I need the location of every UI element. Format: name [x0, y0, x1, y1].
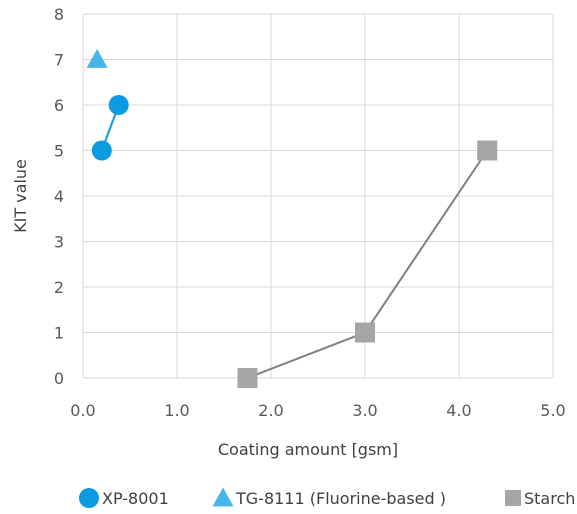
starch-line	[247, 149, 489, 379]
x-tick-label: 3.0	[352, 401, 377, 420]
starch-point	[237, 368, 258, 388]
series-markers	[86, 49, 498, 388]
x-axis-title: Coating amount [gsm]	[218, 440, 398, 459]
tg-8111-fluorine-based-point	[86, 49, 108, 68]
x-tick-label: 5.0	[540, 401, 565, 420]
y-tick-label: 8	[54, 5, 64, 24]
starch-point	[355, 322, 375, 343]
y-tick-labels: 0 1 2 3 4 5 6 7 8	[54, 5, 64, 388]
legend: XP-8001 TG-8111 (Fluorine-based ) Starch	[79, 487, 575, 508]
x-tick-label: 0.0	[70, 401, 95, 420]
y-tick-label: 7	[54, 51, 64, 70]
y-tick-label: 0	[54, 369, 64, 388]
legend-tg-8111-fluorine-based-label: TG-8111 (Fluorine-based )	[235, 489, 446, 508]
y-tick-label: 5	[54, 142, 64, 161]
starch-point	[477, 140, 498, 161]
y-tick-label: 6	[54, 96, 64, 115]
legend-xp-8001-label: XP-8001	[102, 489, 169, 508]
xp-8001-point	[91, 140, 112, 161]
y-tick-label: 2	[54, 278, 64, 297]
y-tick-label: 4	[54, 187, 64, 206]
x-tick-labels: 0.0 1.0 2.0 3.0 4.0 5.0	[70, 401, 565, 420]
legend-starch-marker	[505, 490, 521, 506]
gridlines	[82, 13, 554, 379]
xp-8001-point	[108, 95, 129, 115]
y-tick-label: 1	[54, 324, 64, 343]
legend-tg-8111-fluorine-based-marker	[212, 487, 234, 507]
x-tick-label: 1.0	[164, 401, 189, 420]
legend-xp-8001-marker	[79, 488, 99, 508]
x-tick-label: 4.0	[446, 401, 471, 420]
legend-starch-label: Starch	[524, 489, 575, 508]
x-tick-label: 2.0	[258, 401, 283, 420]
y-axis-title: KIT value	[11, 159, 30, 233]
y-tick-label: 3	[54, 233, 64, 252]
